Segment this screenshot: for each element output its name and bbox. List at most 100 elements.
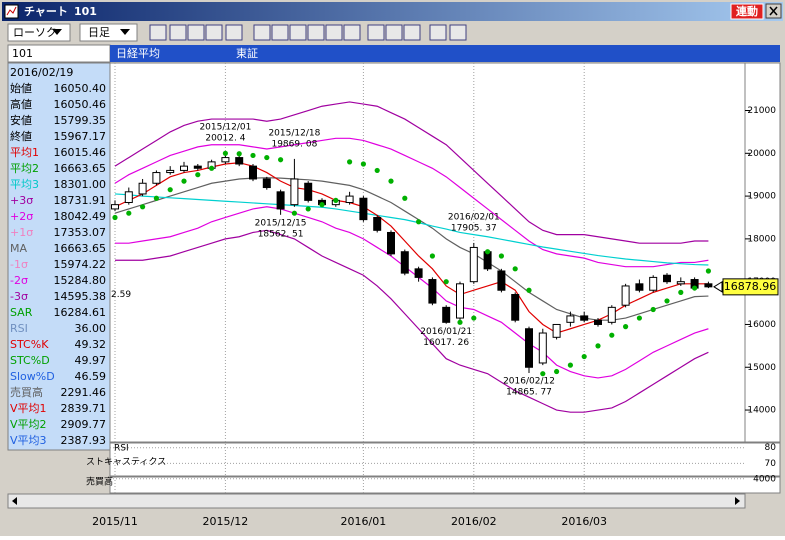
scroll-left[interactable] [12, 497, 17, 505]
sar-dot [540, 371, 546, 377]
scrollbar[interactable] [7, 493, 746, 509]
info-value: 2909.77 [61, 418, 107, 431]
candle-body [124, 191, 133, 204]
sar-dot [512, 266, 518, 272]
candle-body [262, 178, 271, 189]
period-dropdown-label[interactable]: 日足 [88, 26, 110, 39]
toolbar-icons[interactable] [149, 24, 467, 41]
info-value: 15284.80 [54, 274, 107, 287]
sar-dot [374, 167, 380, 174]
info-value: 46.59 [75, 370, 107, 383]
sar-dot [692, 285, 698, 291]
window-code: 101 [74, 5, 97, 18]
info-label: V平均1 [10, 402, 47, 415]
info-label: 売買高 [10, 385, 43, 399]
indicator-line [115, 206, 709, 379]
panel-tick-label: 80 [765, 443, 777, 453]
candle-body [649, 276, 658, 291]
y-tick-label: 15000 [747, 363, 776, 373]
info-rows: 始値 16050.40 高値 16050.46 安値 15799.35 終値 15967.17… [10, 81, 106, 447]
code-field-text[interactable]: 101 [12, 47, 33, 60]
candle-body [456, 283, 464, 319]
info-label: V平均3 [10, 434, 47, 447]
last-price-label: 16878.96 [724, 280, 777, 293]
sar-dot [222, 150, 228, 156]
x-tick-label: 2016/01 [341, 515, 387, 528]
annotation-date: 2015/12/01 [199, 122, 251, 132]
info-label: STC%D [10, 354, 50, 367]
sar-dot [319, 202, 325, 208]
info-label: 平均1 [10, 146, 39, 159]
plot-layer: 1400015000160001700018000190002000021000… [86, 63, 779, 528]
info-value: 14595.38 [54, 290, 107, 303]
info-value: 18301.00 [54, 178, 107, 191]
candle-body [152, 172, 161, 184]
style-dropdown[interactable] [7, 23, 71, 42]
panel-tick-label: 4000 [753, 474, 776, 484]
style-dropdown-label[interactable]: ローソク [13, 26, 57, 39]
annotation-date: 2016/01/21 [420, 327, 472, 337]
scroll-right[interactable] [735, 497, 740, 505]
period-dropdown[interactable] [79, 23, 138, 42]
info-value: 16663.65 [54, 242, 107, 255]
info-label: -3σ [10, 290, 28, 303]
candle-body [193, 165, 202, 169]
annotation-date: 2015/12/18 [268, 128, 320, 138]
sar-dot [402, 195, 408, 201]
dropdown-arrow[interactable] [120, 29, 130, 35]
link-button[interactable] [730, 3, 764, 20]
info-label: 安値 [10, 113, 32, 127]
sar-dot [112, 214, 118, 221]
info-label: 始値 [10, 81, 32, 95]
x-tick-label: 2016/02 [451, 515, 497, 528]
panel-label: 売買高 [86, 476, 113, 488]
sar-dot [236, 151, 242, 157]
index-name: 日経平均 [116, 47, 160, 60]
close-icon[interactable] [769, 6, 778, 16]
candle-body [221, 157, 230, 163]
info-label: STC%K [10, 338, 49, 351]
y-tick-label: 20000 [747, 149, 776, 159]
candle-body [594, 319, 602, 325]
info-value: 49.32 [75, 338, 107, 351]
x-tick-label: 2015/12 [203, 515, 249, 528]
annotation-date: 2016/02/01 [448, 212, 500, 222]
candle-body [469, 246, 478, 283]
candle-body [387, 231, 395, 255]
info-label: Slow%D [10, 370, 55, 383]
sar-dot [291, 210, 297, 216]
sar-dot [471, 315, 477, 321]
panel-label: ストキャスティクス [86, 457, 166, 468]
annotation-value: 17905. 37 [451, 223, 497, 233]
sar-dot [429, 253, 435, 259]
sar-dot [457, 319, 463, 325]
panel-tick-label: 70 [765, 459, 777, 469]
window-title: チャート [24, 5, 68, 18]
dropdown-arrow[interactable] [52, 29, 62, 35]
info-value: 2839.71 [61, 402, 107, 415]
info-label: 平均3 [10, 178, 39, 191]
link-button-label[interactable]: 連動 [736, 4, 758, 18]
sar-dot [333, 197, 339, 203]
candle-body [663, 274, 671, 283]
sar-dot [416, 219, 422, 225]
candle-body [676, 281, 685, 285]
annotation-value: 16017. 26 [423, 338, 469, 348]
sar-dot [705, 268, 712, 274]
candle-body [497, 270, 506, 291]
info-value: 17353.07 [54, 226, 107, 239]
sar-dot [278, 157, 284, 163]
candle-body [111, 204, 119, 210]
last-price-pointer [713, 280, 723, 293]
sar-dot [250, 152, 256, 159]
info-label: RSI [10, 322, 28, 335]
title-bar [2, 2, 783, 21]
annotation-value: 14865. 77 [506, 387, 552, 397]
annotation-value: 20012. 4 [205, 133, 245, 143]
indicator-plot [109, 442, 781, 477]
candle-body [138, 182, 147, 195]
sar-dot [126, 210, 132, 216]
candle-body [373, 216, 382, 231]
app-icon-glyph [6, 6, 17, 16]
